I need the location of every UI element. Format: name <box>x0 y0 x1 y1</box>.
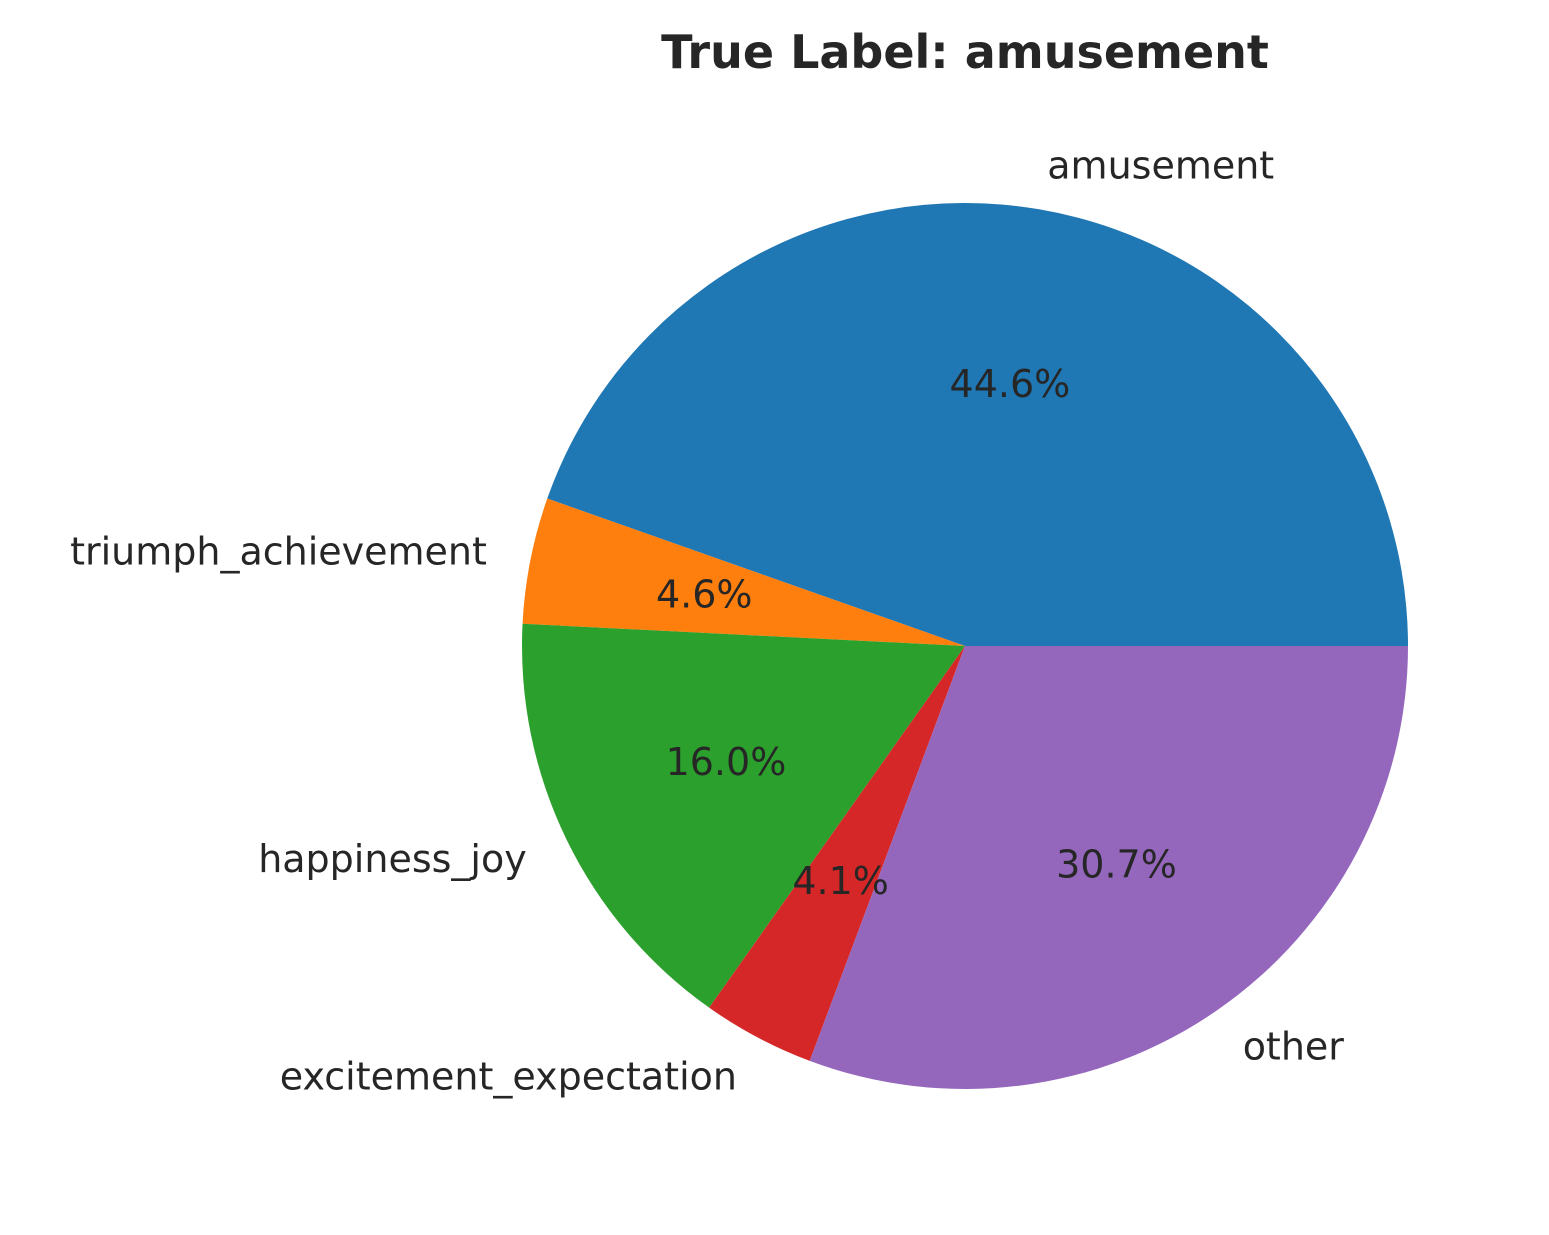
slice-label-happiness-joy: happiness_joy <box>258 837 527 881</box>
slice-percent-excitement-expectation: 4.1% <box>792 859 889 903</box>
chart-title: True Label: amusement <box>661 25 1269 79</box>
slice-label-amusement: amusement <box>1047 144 1274 188</box>
pie-slice-triumph-achievement <box>522 498 965 646</box>
slice-label-triumph-achievement: triumph_achievement <box>70 530 487 574</box>
pie-slice-other <box>809 646 1408 1089</box>
pie-slice-excitement-expectation <box>709 646 965 1061</box>
pie-slice-amusement <box>547 203 1408 646</box>
pie-slice-happiness-joy <box>522 623 965 1008</box>
pie-labels: amusement 44.6% triumph_achievement 4.6% hap… <box>70 144 1344 1099</box>
slice-label-excitement-expectation: excitement_expectation <box>280 1055 737 1099</box>
slice-percent-other: 30.7% <box>1056 842 1177 886</box>
slice-percent-amusement: 44.6% <box>950 362 1071 406</box>
slice-percent-triumph-achievement: 4.6% <box>656 573 753 617</box>
pie-slices <box>522 203 1408 1089</box>
slice-percent-happiness-joy: 16.0% <box>666 740 787 784</box>
slice-label-other: other <box>1243 1024 1345 1068</box>
